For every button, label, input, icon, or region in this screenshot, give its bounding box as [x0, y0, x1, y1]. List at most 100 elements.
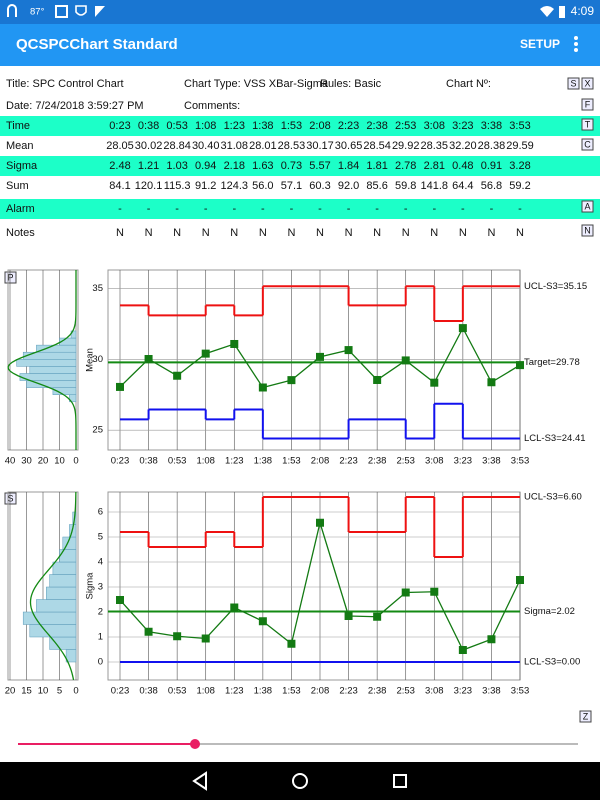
- y-axis-label: Mean: [85, 348, 96, 372]
- x-tick-label: 2:23: [339, 456, 358, 467]
- y-tick-label: 3: [98, 582, 103, 593]
- table-cell: 91.2: [195, 180, 216, 192]
- table-cell: 2:23: [338, 120, 359, 132]
- table-cell: 28.54: [363, 140, 391, 152]
- setup-button[interactable]: SETUP: [520, 37, 560, 51]
- x-tick-label: 1:53: [282, 686, 301, 697]
- table-cell: 2:38: [366, 120, 387, 132]
- status-bar: [0, 0, 600, 24]
- table-cell: 32.20: [449, 140, 477, 152]
- x-tick-label: 2:08: [311, 456, 330, 467]
- data-point: [516, 576, 524, 584]
- data-point: [316, 518, 324, 527]
- table-cell: 0:23: [109, 120, 130, 132]
- row-label: Sigma: [6, 160, 38, 172]
- x-tick-label: 3:23: [454, 456, 473, 467]
- table-cell: N: [516, 227, 524, 239]
- y-axis-label: Sigma: [85, 572, 96, 600]
- table-cell: -: [432, 203, 436, 215]
- row-highlight: [0, 156, 600, 176]
- toggle-label: A: [584, 201, 590, 211]
- table-cell: -: [490, 203, 494, 215]
- x-tick-label: 1:23: [225, 686, 244, 697]
- data-point: [144, 355, 153, 364]
- hist-bar: [29, 624, 77, 638]
- table-cell: 3:53: [509, 120, 530, 132]
- table-cell: 56.0: [252, 180, 273, 192]
- table-cell: 84.1: [109, 180, 130, 192]
- table-cell: 1:23: [224, 120, 245, 132]
- table-cell: N: [402, 227, 410, 239]
- y-tick-label: 35: [92, 283, 103, 294]
- table-cell: -: [518, 203, 522, 215]
- x-tick-label: 1:23: [225, 456, 244, 467]
- toggle-button[interactable]: [581, 224, 594, 237]
- x-tick-label: 3:08: [425, 456, 444, 467]
- table-cell: N: [173, 227, 181, 239]
- table-cell: 1:53: [281, 120, 302, 132]
- data-point: [373, 375, 382, 384]
- table-cell: 1:38: [252, 120, 273, 132]
- table-cell: -: [318, 203, 322, 215]
- table-cell: N: [116, 227, 124, 239]
- data-point: [487, 378, 496, 387]
- overflow-menu[interactable]: [574, 36, 578, 52]
- toggle-button[interactable]: [4, 492, 17, 505]
- toggle-button[interactable]: [581, 118, 594, 131]
- recents-button[interactable]: [393, 774, 407, 788]
- home-button[interactable]: [292, 773, 308, 789]
- data-point: [230, 603, 239, 612]
- table-cell: N: [487, 227, 495, 239]
- x-tick-label: 20: [5, 686, 16, 697]
- toggle-button[interactable]: [581, 77, 594, 90]
- slider-thumb[interactable]: [190, 739, 200, 749]
- data-point: [287, 376, 296, 385]
- toggle-button[interactable]: [579, 710, 592, 723]
- x-tick-label: 0:53: [168, 686, 187, 697]
- x-tick-label: 10: [54, 456, 65, 467]
- x-tick-label: 2:53: [396, 456, 415, 467]
- hist-bar: [36, 599, 77, 613]
- table-cell: -: [147, 203, 151, 215]
- hist-bar: [29, 366, 77, 374]
- data-point: [373, 612, 382, 621]
- table-cell: 1.03: [166, 160, 187, 172]
- y-tick-label: 30: [92, 354, 103, 365]
- data-point: [116, 382, 124, 391]
- hist-bar: [16, 359, 77, 367]
- table-cell: 1.21: [138, 160, 159, 172]
- row-label: Alarm: [6, 203, 35, 215]
- toggle-button[interactable]: [581, 98, 594, 111]
- info-comments: Comments:: [184, 100, 240, 112]
- toggle-label: X: [584, 78, 590, 88]
- data-point: [430, 378, 439, 387]
- x-tick-label: 3:38: [482, 456, 501, 467]
- table-cell: N: [316, 227, 324, 239]
- table-cell: 2:08: [309, 120, 330, 132]
- toggle-button[interactable]: [581, 138, 594, 151]
- toggle-button[interactable]: [567, 77, 580, 90]
- y-tick-label: 5: [98, 532, 103, 543]
- table-cell: 3:38: [481, 120, 502, 132]
- center-label: Target=29.78: [524, 357, 580, 368]
- x-tick-label: 0:53: [168, 456, 187, 467]
- toggle-button[interactable]: [4, 271, 17, 284]
- info-rules: Rules: Basic: [320, 78, 382, 90]
- row-label: Mean: [6, 140, 34, 152]
- back-button[interactable]: [192, 771, 207, 791]
- wifi-icon: [540, 6, 554, 17]
- toggle-label: S: [7, 493, 13, 503]
- x-tick-label: 3:08: [425, 686, 444, 697]
- table-cell: -: [261, 203, 265, 215]
- x-tick-label: 1:08: [196, 686, 215, 697]
- info-chart-type: Chart Type: VSS XBar-Sigma: [184, 78, 329, 90]
- hist-bar: [22, 611, 77, 625]
- normal-curve: [7, 270, 77, 451]
- row-label: Sum: [6, 180, 29, 192]
- ucl-label: UCL-S3=6.60: [524, 492, 582, 503]
- toggle-button[interactable]: [581, 200, 594, 213]
- y-tick-label: 6: [98, 507, 103, 518]
- table-cell: 3.28: [509, 160, 530, 172]
- table-cell: 31.08: [221, 140, 249, 152]
- hist-bar: [59, 337, 77, 346]
